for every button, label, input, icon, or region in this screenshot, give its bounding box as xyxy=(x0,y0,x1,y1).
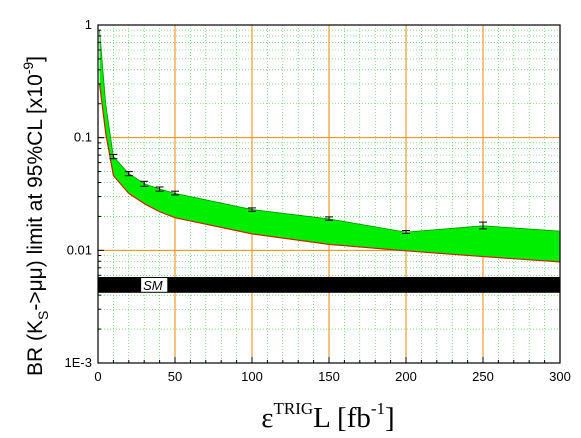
x-axis-label-sup2: -1 xyxy=(371,399,385,418)
y-axis-label-mid: ->μμ) limit at 95%CL [x10 xyxy=(24,74,47,310)
x-tick-label: 150 xyxy=(318,369,340,384)
y-axis-label-sup: -9 xyxy=(20,62,36,75)
x-tick-label: 200 xyxy=(395,369,417,384)
sm-label-box xyxy=(141,277,168,292)
x-axis-label-post: ] xyxy=(385,402,395,434)
x-axis-label-pre: ε xyxy=(261,402,273,434)
x-tick-label: 300 xyxy=(549,369,571,384)
band-area xyxy=(99,30,560,262)
sm-bar xyxy=(98,276,560,293)
y-axis-label-post: ] xyxy=(24,56,47,62)
x-axis-label: εTRIGL [fb-1] xyxy=(261,399,394,434)
y-tick-label: 0.1 xyxy=(74,130,92,145)
x-tick-label: 50 xyxy=(168,369,182,384)
band-lower-edge xyxy=(98,83,561,263)
x-tick-label: 100 xyxy=(241,369,263,384)
y-axis-label: BR (KS->μμ) limit at 95%CL [x10-9] xyxy=(20,56,51,376)
y-axis-label-sub: S xyxy=(35,311,51,320)
y-tick-label: 0.01 xyxy=(67,242,92,257)
y-axis-label-pre: BR (K xyxy=(24,320,47,376)
error-bars xyxy=(109,153,487,235)
y-tick-label: 1 xyxy=(85,17,92,32)
x-tick-label: 250 xyxy=(472,369,494,384)
x-axis-label-mid: L [fb xyxy=(313,402,371,434)
band-upper-edge xyxy=(99,30,561,233)
x-tick-label: 0 xyxy=(94,369,101,384)
x-axis-label-sup1: TRIG xyxy=(273,399,313,418)
limit-band xyxy=(98,30,561,263)
sm-band: SM xyxy=(98,276,560,293)
y-tick-label: 1E-3 xyxy=(65,355,92,370)
tick-labels: 0 50 100 150 200 250 300 1E-3 0.01 0.1 1 xyxy=(65,17,571,384)
axes xyxy=(97,24,561,364)
sm-label: SM xyxy=(143,278,163,293)
